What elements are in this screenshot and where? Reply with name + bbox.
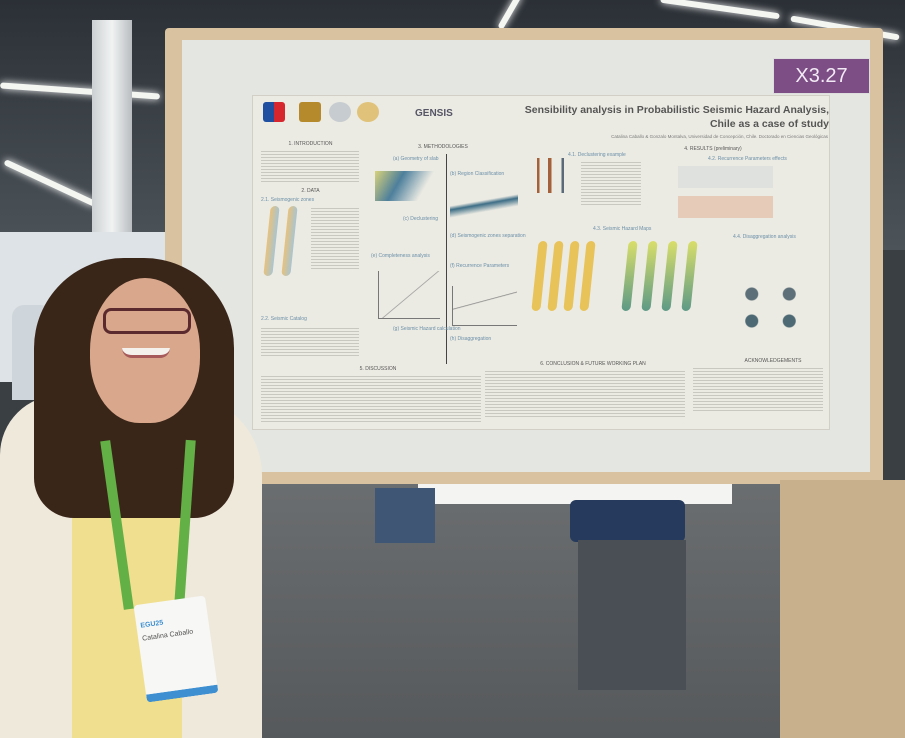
section-seismogenic-zones: 2.1. Seismogenic zones <box>261 197 315 203</box>
method-c: (c) Declustering <box>403 216 439 222</box>
poster-authors: Catalina Caballo & Gonzalo Montalva, Uni… <box>611 134 828 139</box>
result-recurrence: 4.2. Recurrence Parameters effects <box>708 156 787 162</box>
background-person-legs <box>578 540 686 690</box>
paper-sheet <box>418 484 732 504</box>
program-logo <box>357 102 379 122</box>
poster: GENSIS Sensibility analysis in Probabili… <box>252 95 830 430</box>
gensis-logo: GENSIS <box>415 108 453 119</box>
result-hazard-maps: 4.3. Seismic Hazard Maps <box>593 226 652 232</box>
table <box>780 480 905 738</box>
badge-name: Catalina Caballo <box>141 628 194 643</box>
smile <box>122 348 170 358</box>
section-results: 4. RESULTS (preliminary) <box>684 146 742 152</box>
method-d: (d) Seismogenic zones separation <box>450 233 526 239</box>
background-person-legs <box>375 488 435 543</box>
university-logo <box>299 102 321 122</box>
result-disaggregation: 4.4. Disaggregation analysis <box>733 234 796 240</box>
chile-flag-logo <box>263 102 285 122</box>
section-introduction: 1. INTRODUCTION <box>288 141 333 147</box>
section-discussion: 5. DISCUSSION <box>359 366 397 372</box>
method-h: (h) Disaggregation <box>450 336 492 342</box>
glasses <box>103 308 191 334</box>
name-badge: EGU25 Catalina Caballo <box>133 595 219 703</box>
result-declustering: 4.1. Declustering example <box>568 152 626 158</box>
method-a: (a) Geometry of slab <box>393 156 439 162</box>
method-e: (e) Completeness analysis <box>371 253 430 259</box>
institute-logo <box>329 102 351 122</box>
poster-title-line2: Chile as a case of study <box>709 118 829 130</box>
section-seismic-catalog: 2.2. Seismic Catalog <box>261 316 307 322</box>
pillar <box>92 20 132 240</box>
method-f: (f) Recurrence Parameters <box>450 263 510 269</box>
section-acknowledgements: ACKNOWLEDGEMENTS <box>744 358 802 364</box>
poster-title: Sensibility analysis in Probabilistic Se… <box>524 104 829 116</box>
section-methodologies: 3. METHODOLOGIES <box>418 144 468 150</box>
method-b: (b) Region Classification <box>450 171 505 177</box>
background-person-shirt <box>570 500 685 542</box>
booth-label: X3.27 <box>773 58 870 94</box>
section-data: 2. DATA <box>301 188 320 194</box>
section-conclusion: 6. CONCLUSION & FUTURE WORKING PLAN <box>540 361 646 367</box>
method-g: (g) Seismic Hazard calculation <box>393 326 461 332</box>
